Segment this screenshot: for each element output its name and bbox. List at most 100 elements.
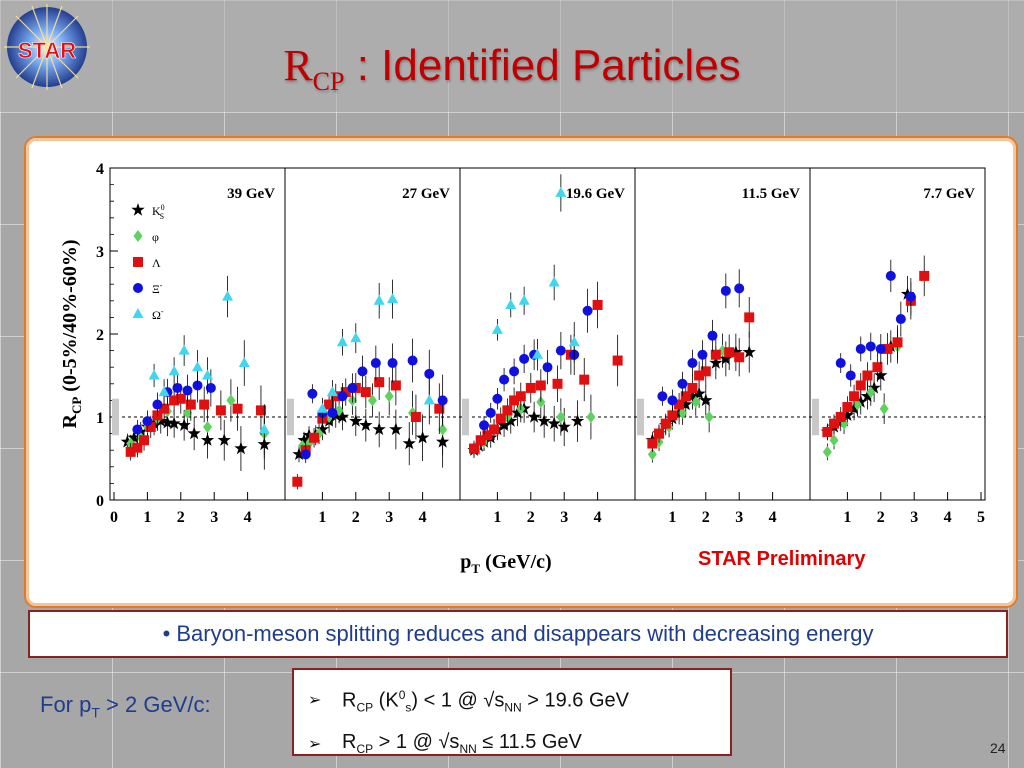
legend-label: Ω- <box>152 307 164 322</box>
data-point-lambda <box>255 405 266 416</box>
data-point-xi <box>142 416 153 427</box>
normalization-band <box>637 398 644 436</box>
data-point-lambda <box>232 403 243 414</box>
data-point-xi <box>132 424 143 435</box>
data-point-xi <box>337 391 348 402</box>
data-point-k0s <box>557 420 571 433</box>
data-point-lambda <box>822 426 833 437</box>
star-preliminary-label: STAR Preliminary <box>698 548 866 570</box>
data-point-xi <box>357 366 368 377</box>
data-point-xi <box>492 393 503 404</box>
data-point-lambda <box>159 403 170 414</box>
cond-k-sub: s <box>405 700 412 715</box>
data-point-xi <box>182 385 193 396</box>
data-point-k0s <box>372 422 386 436</box>
data-point-lambda <box>660 418 671 429</box>
data-point-phi <box>866 386 876 399</box>
data-point-k0s <box>504 414 518 427</box>
bullet-box: • Baryon-meson splitting reduces and dis… <box>28 610 1008 658</box>
panel-frame <box>459 167 636 501</box>
data-point-k0s <box>742 345 756 358</box>
data-point-lambda <box>509 395 520 406</box>
data-point-xi <box>509 366 520 377</box>
legend-marker <box>132 308 144 318</box>
data-point-lambda <box>495 413 506 424</box>
data-point-phi <box>182 406 192 419</box>
data-point-phi <box>556 411 566 423</box>
panel-energy-label: 7.7 GeV <box>923 186 975 202</box>
data-point-xi <box>152 399 163 410</box>
data-point-xi <box>205 382 216 393</box>
data-point-lambda <box>502 405 513 416</box>
rcp-chart: 0 1 2 3 4 RCP (0-5%/40%-60%) pT (GeV/c) 39 GeV 0… <box>59 161 986 576</box>
data-point-xi <box>542 362 553 373</box>
data-point-xi <box>855 343 866 354</box>
data-point-lambda <box>882 343 893 354</box>
x-tick-label: 3 <box>560 509 568 526</box>
data-point-xi <box>707 330 718 341</box>
data-point-lambda <box>892 337 903 348</box>
data-point-lambda <box>309 432 320 443</box>
legend-label: Λ <box>152 256 161 270</box>
data-point-xi <box>424 368 435 379</box>
data-point-lambda <box>482 430 493 441</box>
data-point-xi <box>734 283 745 294</box>
panel-frame <box>809 167 986 501</box>
data-point-omega <box>326 386 338 397</box>
x-tick-label: 1 <box>143 509 151 526</box>
cond-text: > 19.6 GeV <box>521 689 629 712</box>
data-point-k0s <box>537 414 551 427</box>
data-point-lambda <box>849 391 860 402</box>
data-point-k0s <box>297 433 311 446</box>
data-point-lambda <box>862 370 873 381</box>
data-point-lambda <box>145 421 156 432</box>
data-point-lambda <box>185 399 196 410</box>
title-r: R <box>283 41 313 90</box>
panel-energy-label: 27 GeV <box>402 186 450 202</box>
data-point-lambda <box>410 412 421 422</box>
data-point-omega <box>491 323 503 334</box>
data-point-k0s <box>402 436 416 450</box>
legend-label: Ξ- <box>152 281 163 296</box>
data-point-omega <box>350 332 362 343</box>
data-point-phi <box>647 448 657 461</box>
data-point-k0s <box>167 416 181 430</box>
data-point-lambda <box>680 391 691 402</box>
title-rest: : Identified Particles <box>344 41 741 90</box>
data-point-phi <box>586 411 596 423</box>
x-tick-label: 3 <box>210 509 218 526</box>
data-point-xi <box>865 341 876 352</box>
data-point-lambda <box>744 312 755 323</box>
data-point-lambda <box>919 270 930 281</box>
data-point-k0s <box>359 418 373 431</box>
data-point-omega <box>148 369 160 380</box>
data-point-phi <box>438 423 448 436</box>
cond-text: ) < 1 @ √s <box>411 689 505 712</box>
star-logo: STAR <box>4 4 90 90</box>
data-point-omega <box>168 365 180 376</box>
data-point-phi <box>203 420 213 433</box>
data-point-k0s <box>547 416 561 430</box>
title-cp: CP <box>312 66 345 96</box>
data-point-lambda <box>687 382 698 393</box>
cond-r: R <box>342 689 357 712</box>
data-point-lambda <box>132 442 143 453</box>
x-tick-label: 1 <box>318 509 326 526</box>
data-point-lambda <box>724 347 735 358</box>
data-point-lambda <box>535 380 546 391</box>
data-point-lambda <box>374 377 385 388</box>
data-point-k0s <box>187 426 201 440</box>
data-point-lambda <box>855 380 866 391</box>
data-point-xi <box>657 391 668 402</box>
data-point-lambda <box>579 374 590 385</box>
data-point-k0s <box>510 405 525 419</box>
data-point-omega <box>568 336 580 347</box>
data-point-k0s <box>570 414 585 427</box>
data-point-lambda <box>734 352 745 363</box>
data-point-omega <box>158 386 170 397</box>
normalization-band <box>462 398 469 436</box>
data-point-lambda <box>694 370 705 381</box>
data-point-xi <box>845 370 856 381</box>
data-point-omega <box>548 276 560 287</box>
cond-r-sub: CP <box>356 741 374 756</box>
